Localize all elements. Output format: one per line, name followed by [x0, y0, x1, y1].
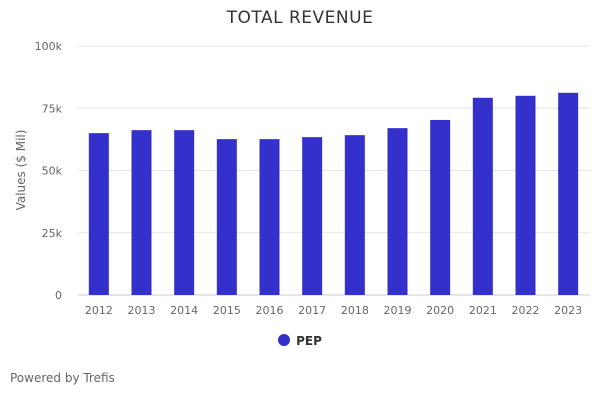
bar-2012: [88, 133, 109, 295]
y-tick-label: 100k: [35, 40, 63, 53]
bar-2015: [216, 139, 237, 295]
x-tick-label: 2012: [85, 304, 113, 317]
bar-2016: [259, 139, 280, 295]
bar-2023: [558, 92, 579, 295]
bar-2021: [472, 97, 493, 296]
x-tick-label: 2022: [512, 304, 540, 317]
x-tick-label: 2014: [170, 304, 198, 317]
x-tick-label: 2016: [256, 304, 284, 317]
x-tick-label: 2015: [213, 304, 241, 317]
y-tick-label: 25k: [42, 227, 63, 240]
x-tick-label: 2023: [554, 304, 582, 317]
x-tick-label: 2020: [426, 304, 454, 317]
legend: PEP: [0, 334, 600, 348]
x-tick-label: 2013: [128, 304, 156, 317]
bar-2017: [302, 137, 323, 295]
y-tick-label: 75k: [42, 102, 63, 115]
chart-title: TOTAL REVENUE: [226, 8, 374, 28]
bar-2014: [174, 130, 195, 295]
bar-chart: 0 25k 50k 75k 100k Values ($ Mil) 2012 2013 2014…: [14, 40, 590, 317]
legend-label[interactable]: PEP: [296, 334, 322, 348]
powered-by-credit: Powered by Trefis: [10, 371, 115, 385]
y-axis-label: Values ($ Mil): [14, 130, 28, 211]
bar-2020: [430, 119, 451, 295]
bar-2013: [131, 130, 152, 295]
x-tick-label: 2019: [384, 304, 412, 317]
bar-2018: [344, 135, 365, 295]
y-tick-label: 0: [55, 289, 62, 302]
y-tick-label: 50k: [42, 165, 63, 178]
bar-2019: [387, 128, 408, 295]
bar-2022: [515, 95, 536, 295]
x-tick-label: 2017: [298, 304, 326, 317]
x-tick-label: 2021: [469, 304, 497, 317]
x-tick-label: 2018: [341, 304, 369, 317]
legend-marker-icon: [278, 334, 291, 346]
